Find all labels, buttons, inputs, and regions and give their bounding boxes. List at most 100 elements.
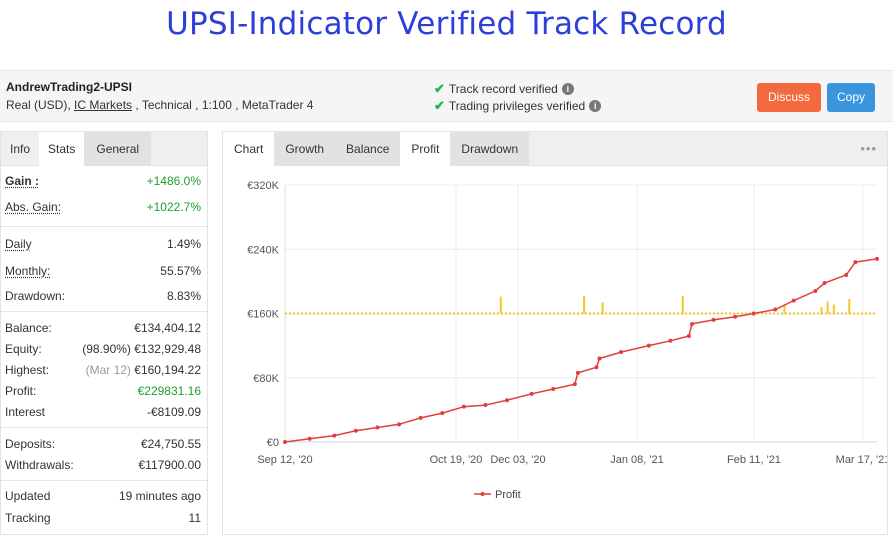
tab-drawdown[interactable]: Drawdown [450,132,530,166]
profit-point [440,411,445,416]
checkmark-icon: ✔ [434,98,445,113]
tab-profit[interactable]: Profit [400,132,451,166]
balance-value: €134,404.12 [134,321,201,335]
gain-row: Gain : +1486.0% [5,174,201,188]
abs-gain-row: Abs. Gain: +1022.7% [5,200,201,214]
tab-growth[interactable]: Growth [274,132,336,166]
info-icon[interactable]: i [589,100,602,112]
daily-bar [499,296,502,314]
x-tick-label: Mar 17, '21 [836,454,887,466]
broker-link[interactable]: IC Markets [74,98,133,112]
profit-point [791,298,796,303]
daily-bar [601,302,604,314]
interest-row: Interest -€8109.09 [5,405,201,419]
tab-stats[interactable]: Stats [39,132,85,166]
gain-value: +1486.0% [146,174,201,188]
profit-point [529,391,534,396]
daily-row: Daily 1.49% [5,237,201,251]
daily-bar [826,301,829,314]
withdrawals-row: Withdrawals: €117900.00 [5,458,201,472]
daily-value: 1.49% [166,237,201,251]
tab-balance[interactable]: Balance [335,132,401,166]
tracking-value: 11 [188,511,201,525]
daily-bar [783,304,786,314]
equity-row: Equity: (98.90%) €132,929.48 [5,342,201,356]
profit-chart: €0 €80K €160K €240K €320K Sep 12, '20 Oct 19, … [247,180,887,501]
profit-point [483,403,488,408]
trading-privileges-verified: ✔ Trading privileges verified i [434,98,602,114]
track-record-verified-label: Track record verified [448,82,558,96]
x-tick-label: Feb 11, '21 [727,454,781,466]
gain-label[interactable]: Gain : [5,174,40,188]
monthly-value: 55.57% [160,264,201,278]
stats-panel: Info Stats General Gain : +1486.0% Abs. … [0,131,208,535]
profit-point [505,398,509,403]
discuss-button[interactable]: Discuss [757,83,821,112]
tab-general[interactable]: General [84,132,152,166]
daily-bar [583,295,586,314]
checkmark-icon: ✔ [434,81,445,96]
y-tick-label: €80K [253,373,279,385]
updated-label: Updated [5,489,51,503]
tracking-label: Tracking [5,511,51,525]
legend-swatch-dot [480,492,485,496]
profit-line [284,258,878,443]
divider [1,480,207,481]
daily-label[interactable]: Daily [5,237,32,251]
profit-point [773,307,778,312]
monthly-label[interactable]: Monthly: [5,264,51,278]
withdrawals-value: €117900.00 [138,458,201,472]
profit-row: Profit: €229831.16 [5,384,201,398]
withdrawals-label: Withdrawals: [5,458,74,472]
profit-value: €229831.16 [137,384,201,398]
profit-point [597,356,602,361]
updated-row: Updated 19 minutes ago [5,489,201,503]
interest-value: -€8109.09 [146,405,201,419]
legend-label: Profit [495,489,521,501]
profit-point [619,350,624,355]
stats-tabs: Info Stats General [1,132,207,166]
highest-date: (Mar 12) [85,363,131,377]
drawdown-value: 8.83% [166,289,201,303]
y-tick-label: €320K [247,180,279,192]
profit-point [733,314,738,319]
abs-gain-value: +1022.7% [146,200,201,214]
more-options-icon[interactable]: ••• [860,141,877,156]
abs-gain-label[interactable]: Abs. Gain: [5,200,62,214]
profit-point [283,440,287,444]
profit-point [575,370,580,375]
profit-point [875,256,879,261]
divider [1,226,207,227]
profit-point [307,436,312,441]
trading-privileges-label: Trading privileges verified [448,99,586,113]
profit-point [551,386,556,391]
daily-bar [848,299,851,314]
profit-point [353,428,358,433]
profit-point [751,311,756,316]
divider [1,427,207,428]
page-title: UPSI-Indicator Verified Track Record [166,6,727,42]
profit-point [853,260,858,265]
highest-row: Highest: (Mar 12) €160,194.22 [5,363,201,377]
track-record-verified: ✔ Track record verified i [434,81,574,97]
balance-label: Balance: [5,321,52,335]
profit-point [594,365,599,370]
profit-point [844,272,849,277]
tab-info[interactable]: Info [10,142,31,156]
x-tick-label: Jan 08, '21 [610,454,663,466]
x-tick-label: Dec 03, '20 [490,454,545,466]
updated-value: 19 minutes ago [118,489,201,503]
y-tick-label: €0 [267,437,279,449]
x-tick-label: Oct 19, '20 [430,454,483,466]
deposits-value: €24,750.55 [140,437,201,451]
tab-chart[interactable]: Chart [223,132,275,166]
info-icon[interactable]: i [561,83,574,95]
drawdown-label: Drawdown: [5,289,66,303]
deposits-label: Deposits: [5,437,56,451]
daily-bar [832,304,835,314]
chart-panel: Chart Growth Balance Profit Drawdown •••… [222,131,888,535]
copy-button[interactable]: Copy [827,83,875,112]
highest-value: €160,194.22 [134,363,201,377]
divider [1,311,207,312]
equity-label: Equity: [5,342,42,356]
